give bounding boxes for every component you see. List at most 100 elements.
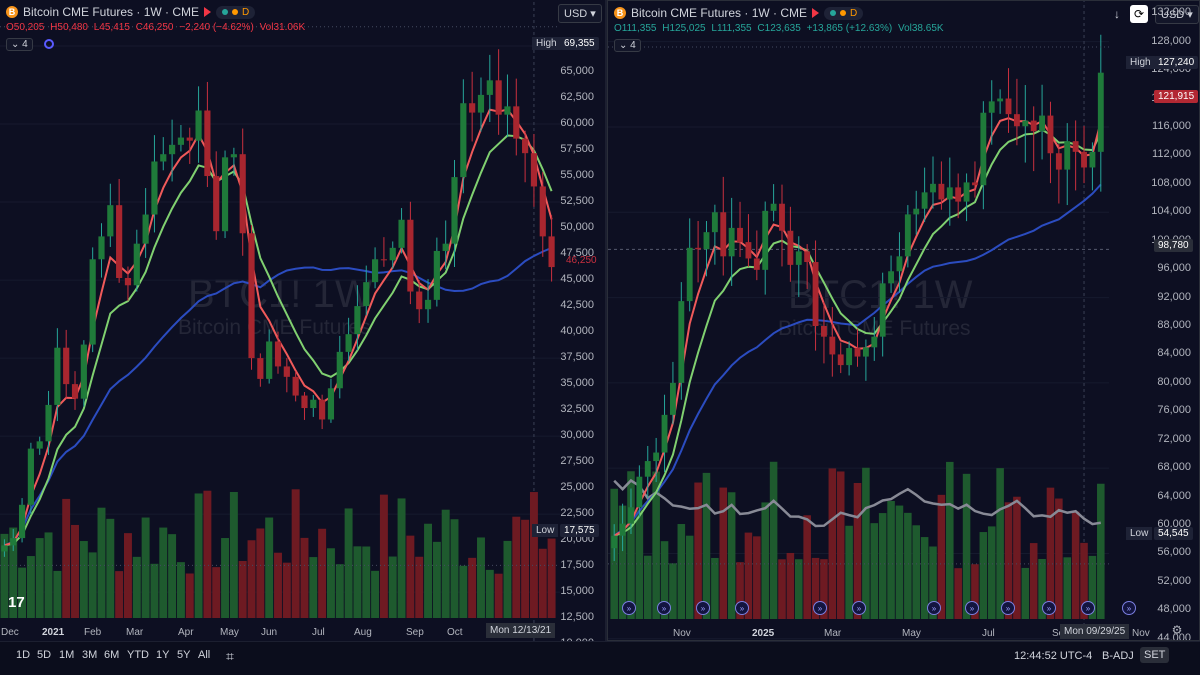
settings-gear-icon[interactable]: ⚙ (1171, 623, 1183, 637)
time-axis-label: Jul (312, 627, 325, 638)
dividend-event-icon[interactable]: » (1042, 601, 1056, 615)
range-button-ytd[interactable]: YTD (127, 649, 149, 661)
candle-body (1, 545, 8, 552)
currency-select[interactable]: USD ▾ (558, 4, 602, 23)
volume-bar (441, 509, 450, 618)
download-icon[interactable]: ↓ (1114, 7, 1120, 21)
price-axis-label: 84,000 (1157, 347, 1191, 360)
candle-body (1055, 153, 1062, 170)
volume-ma-line (613, 478, 1101, 528)
time-axis-label: Se (1052, 628, 1065, 639)
candle-body (963, 182, 970, 202)
volume-bar (503, 540, 512, 618)
price-axis-label: 52,500 (560, 195, 594, 208)
flag-icon[interactable] (204, 7, 212, 17)
volume-bar (168, 534, 177, 618)
market-status-pill[interactable]: D (824, 6, 864, 20)
range-button-6m[interactable]: 6M (104, 649, 120, 661)
chart-pane-left[interactable]: BTC1! 1W Bitcoin CME Futures B Bitcoin C… (0, 0, 606, 641)
indicator-count: 4 (22, 39, 28, 50)
candle-body (380, 259, 387, 261)
time-axis-label: Jul (982, 628, 995, 639)
market-status-pill[interactable]: D (216, 5, 256, 19)
candles (1, 49, 555, 557)
range-button-3m[interactable]: 3M (82, 649, 98, 661)
currency-label: USD (564, 8, 588, 20)
chart-title[interactable]: Bitcoin CME Futures · 1W · CME (23, 5, 200, 19)
indicators-collapse-button[interactable]: ⌄ 4 (614, 39, 641, 52)
sync-icon[interactable]: ⟳ (1130, 5, 1148, 23)
dividend-event-icon[interactable]: » (813, 601, 827, 615)
dividend-event-icon[interactable]: » (1001, 601, 1015, 615)
chart-header: B Bitcoin CME Futures · 1W · CME D (6, 5, 256, 19)
price-axis-label: 35,000 (560, 377, 594, 390)
dividend-event-icon[interactable]: » (657, 601, 671, 615)
date-range-icon[interactable]: ⌗ (226, 648, 234, 664)
indicators-collapse-button[interactable]: ⌄ 4 (6, 38, 33, 51)
dividend-event-icon[interactable]: » (735, 601, 749, 615)
candle-body (871, 336, 878, 348)
candle-body (169, 144, 176, 155)
dividend-event-icon[interactable]: » (1081, 601, 1095, 615)
tradingview-logo[interactable]: 17 (8, 594, 25, 611)
volume-bar (424, 523, 433, 618)
ohlc-high: H125,025 (662, 23, 706, 34)
price-axis-label: 10,000 (560, 637, 594, 641)
b-adj-toggle[interactable]: B-ADJ (1102, 650, 1134, 662)
indicator-settings-icon[interactable] (44, 39, 54, 49)
clock-time[interactable]: 12:44:52 UTC-4 (1014, 650, 1093, 662)
candle-body (301, 395, 308, 409)
price-axis-label: 92,000 (1157, 290, 1191, 303)
volume-bar (291, 489, 300, 618)
range-button-1y[interactable]: 1Y (156, 649, 170, 661)
dividend-event-icon[interactable]: » (622, 601, 636, 615)
range-button-1d[interactable]: 1D (16, 649, 31, 661)
flag-icon[interactable] (812, 8, 820, 18)
price-chart-left[interactable] (0, 0, 606, 641)
volume-bar (176, 562, 185, 618)
dividend-event-icon[interactable]: » (852, 601, 866, 615)
candle-body (248, 233, 255, 359)
grid-lines (0, 45, 560, 593)
volume-bar (769, 461, 778, 619)
volume-bar (18, 567, 27, 618)
volume-bar (727, 492, 736, 619)
volume-bar (71, 524, 79, 618)
chart-pane-right[interactable]: BTC1! 1W Bitcoin CME Futures B Bitcoin C… (607, 0, 1200, 641)
candle-body (27, 448, 34, 505)
price-axis-label: 128,000 (1151, 34, 1191, 47)
dividend-event-icon[interactable]: » (1122, 601, 1136, 615)
volume-bar (828, 468, 837, 619)
candle-body (407, 219, 414, 292)
candle-body (36, 441, 43, 449)
volume-bar (820, 559, 828, 619)
candle-body (504, 106, 511, 115)
volume-bar (512, 516, 521, 618)
dividend-event-icon[interactable]: » (696, 601, 710, 615)
set-toggle[interactable]: SET (1140, 647, 1170, 663)
low-label: Low (532, 524, 559, 537)
time-axis-label: Mar (126, 627, 144, 638)
candle-body (988, 101, 995, 113)
volume-bar (265, 517, 274, 618)
range-button-5d[interactable]: 5D (37, 649, 52, 661)
bottom-toolbar: 1D 5D 1M 3M 6M YTD 1Y 5Y All ⌗ 12:44:52 UTC-4 B-… (0, 641, 1200, 675)
range-button-all[interactable]: All (198, 649, 211, 661)
chart-title[interactable]: Bitcoin CME Futures · 1W · CME (631, 6, 808, 20)
volume-bar (794, 559, 803, 619)
currency-select[interactable]: USD ▾ (1155, 5, 1199, 24)
candle-body (416, 291, 423, 310)
range-button-5y[interactable]: 5Y (177, 649, 191, 661)
range-button-1m[interactable]: 1M (59, 649, 75, 661)
ohlc-high: H50,480 (50, 22, 88, 33)
dividend-event-icon[interactable]: » (927, 601, 941, 615)
volume-bar (212, 567, 221, 618)
crosshair-price-tag: 98,780 (1154, 239, 1193, 252)
volume-bar (194, 493, 203, 618)
volume-bar (300, 537, 309, 618)
candle-body (389, 247, 396, 261)
pane-separator[interactable] (605, 0, 607, 641)
price-chart-right[interactable] (608, 1, 1200, 641)
volume-bar (962, 473, 971, 619)
dividend-event-icon[interactable]: » (965, 601, 979, 615)
